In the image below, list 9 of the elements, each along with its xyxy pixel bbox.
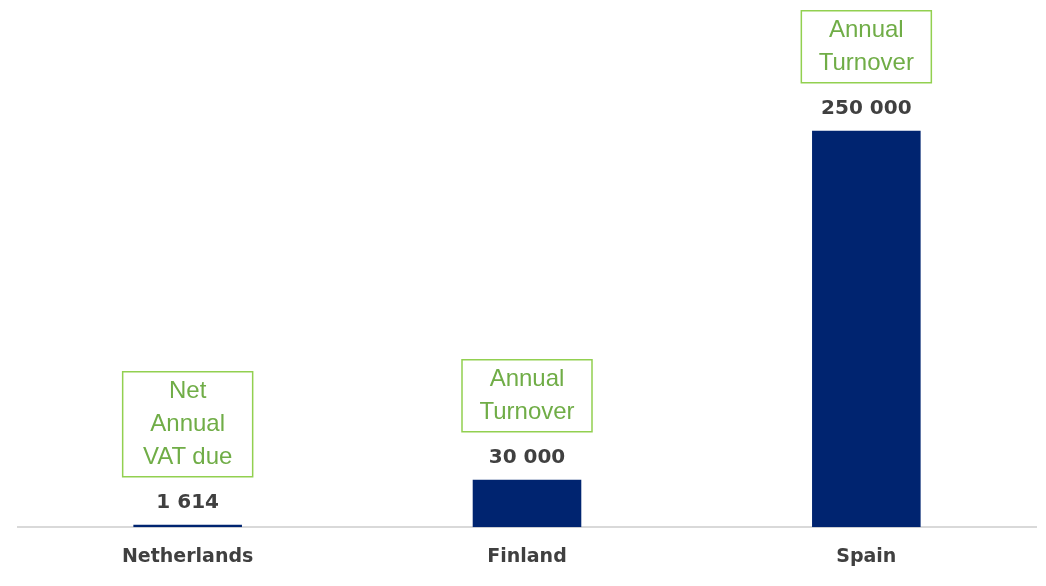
x-tick-label: Netherlands xyxy=(121,543,254,566)
x-tick-label: Spain xyxy=(836,543,897,566)
x-tick-label: Finland xyxy=(487,543,567,566)
annotation: Annual Turnover xyxy=(818,14,914,75)
annotation: Annual Turnover xyxy=(479,363,575,424)
data-label: 1 614 xyxy=(156,488,219,513)
data-label: 30 000 xyxy=(488,443,566,468)
annotation: Net Annual VAT due xyxy=(142,375,233,469)
data-label: 250 000 xyxy=(821,95,912,120)
